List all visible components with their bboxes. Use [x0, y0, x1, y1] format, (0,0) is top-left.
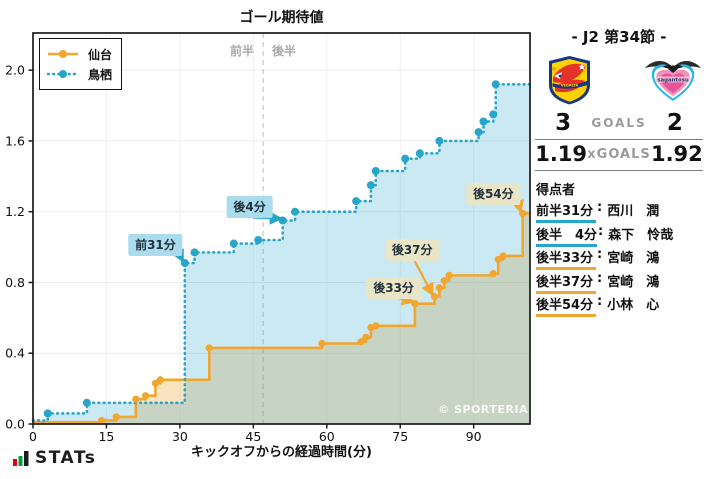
scorer-colon: :: [597, 294, 603, 309]
scorers-list: 前半31分: 西川 潤後半 4分: 森下 怜哉 後半33分: 宮崎 鴻後半37分: 宮崎 …: [536, 200, 706, 318]
scorer-row: 後半54分: 小林 心: [536, 294, 706, 318]
legend-item-sendai: 仙台: [47, 44, 112, 64]
match-round-title: - J2 第34節 -: [571, 28, 667, 46]
away-goals: 2: [666, 110, 683, 136]
sagan-tosu-crest: sagantosu: [643, 55, 703, 107]
bar-chart-icon: [13, 451, 29, 466]
goal-annotation: 後54分: [465, 183, 521, 206]
legend-label-sendai: 仙台: [88, 47, 113, 62]
scorer-time: 後半37分: [536, 271, 596, 294]
scorer-name: 宮崎 鴻: [607, 274, 660, 290]
second-half-label: 後半: [272, 44, 297, 58]
svg-text:0.0: 0.0: [5, 417, 25, 432]
scorer-colon: :: [598, 223, 604, 239]
sendai-line-sample-icon: [47, 45, 79, 64]
svg-text:1.6: 1.6: [5, 133, 25, 148]
svg-text:30: 30: [172, 429, 188, 444]
tosu-line-sample-icon: [46, 65, 80, 84]
scorer-time: 後半 4分: [536, 224, 598, 247]
scorer-colon: :: [597, 200, 603, 215]
chart-legend: 仙台 鳥栖: [39, 38, 123, 90]
goal-annotation: 後37分: [384, 238, 440, 261]
scorer-name: 宮崎 鴻: [607, 251, 660, 266]
sporteria-watermark: © SPORTERIA: [438, 403, 528, 416]
scorer-name: 森下 怜哉: [608, 227, 674, 243]
goals-label: GOALS: [591, 116, 647, 130]
x-axis-label: キックオフからの経過時間(分): [191, 445, 372, 460]
scorer-time: 前半31分: [536, 200, 596, 223]
svg-text:75: 75: [392, 429, 408, 444]
scorer-time: 後半33分: [536, 247, 596, 270]
scorers-heading: 得点者: [536, 183, 576, 198]
svg-text:15: 15: [98, 429, 114, 444]
goal-annotation: 前31分: [128, 234, 183, 256]
svg-text:0: 0: [29, 429, 37, 444]
home-goals: 3: [555, 110, 572, 136]
goal-annotation: 後4分: [226, 195, 273, 218]
scorer-colon: :: [597, 247, 603, 262]
legend-item-tosu: 鳥栖: [46, 64, 113, 84]
scorer-row: 後半37分: 宮崎 鴻: [536, 271, 706, 295]
scorer-name: 西川 潤: [607, 204, 660, 219]
scorer-colon: :: [597, 270, 603, 286]
home-xgoals: 1.19: [535, 142, 588, 166]
svg-text:VEGALTA: VEGALTA: [561, 83, 579, 87]
svg-text:0.8: 0.8: [5, 275, 25, 290]
stats-logo-text: STATs: [35, 448, 97, 468]
scorer-time: 後半54分: [536, 294, 596, 317]
svg-text:1.2: 1.2: [5, 204, 25, 219]
svg-text:45: 45: [245, 429, 261, 444]
legend-label-tosu: 鳥栖: [88, 67, 113, 82]
goal-annotation: 後33分: [366, 276, 421, 299]
match-summary-panel: - J2 第34節 - VEGALTA: [533, 0, 707, 479]
first-half-label: 前半: [229, 44, 254, 58]
xg-chart-canvas: 0.0 0.4 0.8 1.2 1.6 2.0 0 15 30 45 60 75 90: [5, 32, 532, 444]
svg-text:0.4: 0.4: [5, 346, 25, 361]
xgoals-label: xGOALS: [587, 146, 651, 162]
svg-text:sagantosu: sagantosu: [657, 77, 689, 83]
svg-text:2.0: 2.0: [5, 63, 25, 78]
score-row: 3 GOALS 2: [535, 110, 703, 140]
stats-logo: STATs: [13, 449, 96, 467]
scorer-row: 前半31分: 西川 潤: [536, 200, 706, 224]
scorer-name: 小林 心: [607, 298, 660, 313]
svg-text:90: 90: [466, 429, 482, 444]
scorer-row: 後半 4分: 森下 怜哉: [536, 224, 706, 248]
chart-title: ゴール期待値: [239, 10, 324, 26]
away-xgoals: 1.92: [650, 142, 703, 166]
vegalta-sendai-crest: VEGALTA: [546, 55, 593, 109]
scorer-row: 後半33分: 宮崎 鴻: [536, 247, 706, 271]
xgoals-row: 1.19 xGOALS 1.92: [535, 142, 703, 171]
svg-text:60: 60: [319, 429, 335, 444]
